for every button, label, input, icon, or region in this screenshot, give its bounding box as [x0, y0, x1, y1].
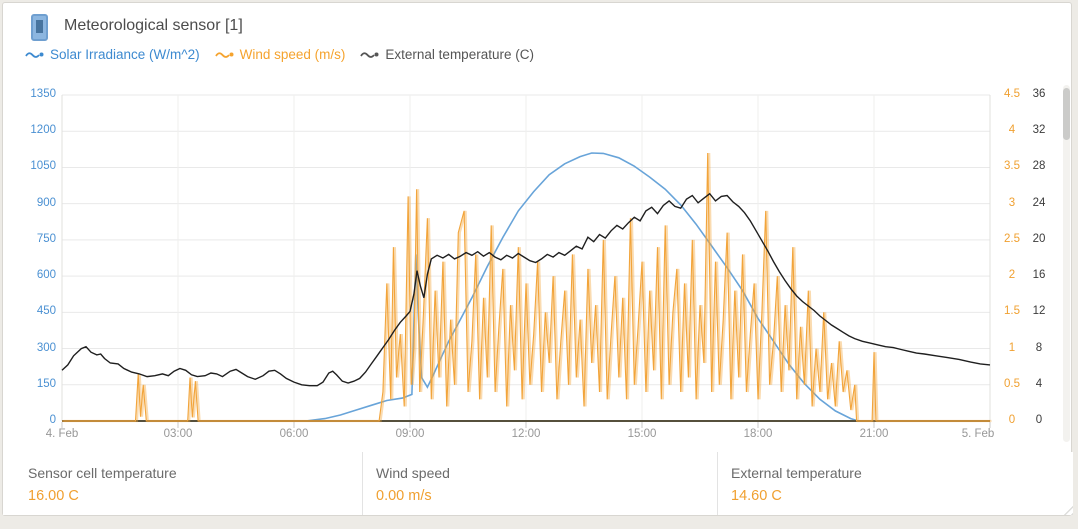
- y-tick-label: 450: [36, 305, 56, 318]
- legend-item-temperature[interactable]: External temperature (C): [360, 47, 534, 62]
- external-temperature-line: [61, 192, 991, 387]
- x-tick-label: 5. Feb: [961, 428, 995, 440]
- x-tick-label: 06:00: [279, 428, 309, 440]
- y-tick-label: 24: [1032, 196, 1046, 209]
- y-axis-wind-labels: 0 0.5 1 1.5 2 2.5 3 3.5 4 4.5: [992, 0, 1032, 450]
- sensor-icon-inner: [36, 20, 43, 33]
- page-title: Meteorological sensor [1]: [64, 17, 243, 34]
- widget-card: [2, 2, 1072, 516]
- stat-value: 0.00 m/s: [376, 488, 432, 504]
- stat-external-temperature: External temperature 14.60 C: [717, 452, 1073, 515]
- y-tick-label: 0: [1035, 414, 1043, 426]
- wind-speed-line: [62, 152, 990, 422]
- x-tick-label: 12:00: [511, 428, 541, 440]
- y-tick-label: 28: [1032, 160, 1046, 173]
- y-tick-label: 2.5: [1004, 232, 1020, 245]
- y-tick-label: 1200: [30, 124, 56, 137]
- wave-icon: [25, 51, 44, 58]
- y-axis-temperature-labels: 0 4 8 12 16 20 24 28 32 36: [1019, 0, 1059, 450]
- legend-item-wind[interactable]: Wind speed (m/s): [214, 47, 346, 62]
- x-tick-label: 09:00: [395, 428, 425, 440]
- y-tick-label: 1.5: [1004, 305, 1020, 318]
- y-tick-label: 2: [1008, 269, 1016, 282]
- y-tick-label: 600: [36, 269, 56, 282]
- y-tick-label: 900: [36, 196, 56, 209]
- stat-label: External temperature: [731, 465, 862, 481]
- wind-speed-line-halo: [63, 152, 992, 423]
- v-scrollbar-track[interactable]: [1063, 85, 1070, 442]
- stat-wind-speed: Wind speed 0.00 m/s: [362, 452, 717, 515]
- x-tick-label: 21:00: [859, 428, 889, 440]
- y-tick-label: 0.5: [1004, 377, 1020, 390]
- y-tick-label: 1350: [30, 88, 56, 100]
- x-tick-label: 4. Feb: [45, 428, 79, 440]
- y-axis-solar-labels: 0 150 300 450 600 750 900 1050 1200 1350: [10, 0, 56, 450]
- y-tick-label: 3.5: [1004, 160, 1020, 173]
- y-tick-label: 32: [1032, 124, 1046, 137]
- wave-icon: [360, 51, 379, 58]
- stats-row: Sensor cell temperature 16.00 C Wind spe…: [3, 452, 1073, 515]
- y-tick-label: 150: [36, 377, 56, 390]
- y-tick-label: 1050: [30, 160, 56, 173]
- y-tick-label: 0: [49, 414, 56, 426]
- y-tick-label: 8: [1035, 341, 1043, 354]
- y-tick-label: 300: [36, 341, 56, 354]
- x-tick-label: 18:00: [743, 428, 773, 440]
- y-tick-label: 0: [1008, 414, 1016, 426]
- y-tick-label: 36: [1032, 88, 1046, 100]
- stat-sensor-cell-temperature: Sensor cell temperature 16.00 C: [3, 452, 362, 515]
- legend-label-temperature: External temperature (C): [385, 47, 534, 62]
- y-tick-label: 1: [1008, 341, 1016, 354]
- legend-label-solar: Solar Irradiance (W/m^2): [50, 47, 200, 62]
- x-axis-labels: 4. Feb 03:00 06:00 09:00 12:00 15:00 18:00 21:0…: [45, 428, 995, 440]
- stat-label: Wind speed: [376, 465, 450, 481]
- stat-label: Sensor cell temperature: [28, 465, 177, 481]
- y-tick-label: 20: [1032, 232, 1046, 245]
- x-tick-label: 03:00: [163, 428, 193, 440]
- y-tick-label: 750: [36, 232, 56, 245]
- v-scrollbar-thumb[interactable]: [1063, 88, 1070, 140]
- y-tick-label: 12: [1032, 305, 1046, 318]
- y-tick-label: 4: [1035, 377, 1043, 390]
- chart-plot[interactable]: [0, 0, 1078, 450]
- y-tick-label: 3: [1008, 196, 1016, 209]
- y-tick-label: 4.5: [1004, 88, 1020, 100]
- legend-label-wind: Wind speed (m/s): [239, 47, 346, 62]
- stat-value: 14.60 C: [731, 488, 782, 504]
- wave-icon: [214, 51, 234, 58]
- legend-item-solar[interactable]: Solar Irradiance (W/m^2): [25, 47, 200, 62]
- stat-value: 16.00 C: [28, 488, 79, 504]
- legend: Solar Irradiance (W/m^2) Wind speed (m/s…: [25, 47, 534, 62]
- y-tick-label: 16: [1032, 269, 1046, 282]
- y-tick-label: 4: [1008, 124, 1016, 137]
- x-tick-label: 15:00: [627, 428, 657, 440]
- sensor-icon: [31, 14, 48, 41]
